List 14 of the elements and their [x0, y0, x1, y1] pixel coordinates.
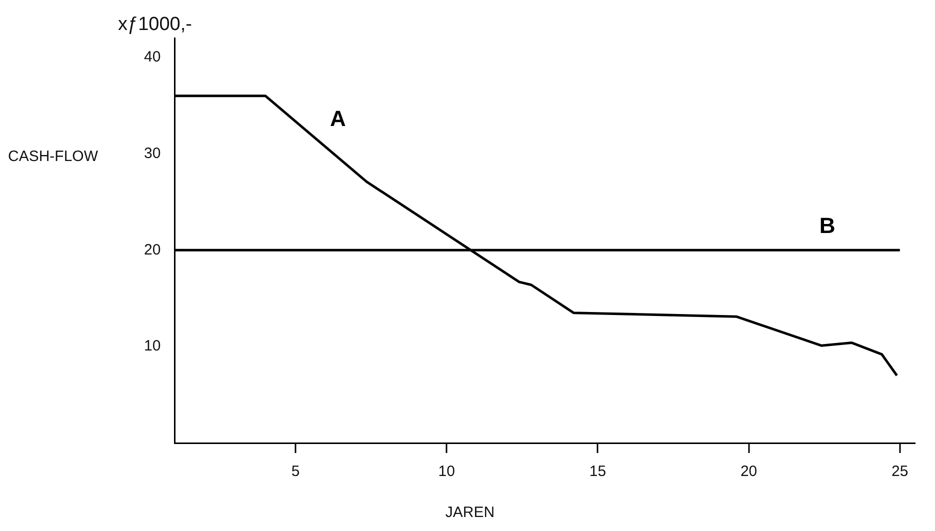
- y-tick-label: 30: [144, 144, 161, 162]
- x-tick-label: 15: [589, 463, 606, 480]
- x-tick-label: 10: [438, 463, 455, 480]
- series-label: A: [330, 106, 346, 131]
- y-tick-label: 40: [144, 48, 161, 66]
- y-tick-label: 20: [144, 241, 161, 258]
- series-label: B: [819, 213, 836, 238]
- y-tick-label: 10: [144, 338, 161, 355]
- x-axis-title: JAREN: [445, 504, 495, 521]
- y-axis-title: CASH-FLOW: [8, 148, 98, 165]
- x-tick-label: 5: [291, 463, 300, 480]
- x-tick-label: 25: [892, 463, 908, 480]
- text: xƒ1000,-: [118, 14, 192, 36]
- x-tick-label: 20: [740, 463, 758, 480]
